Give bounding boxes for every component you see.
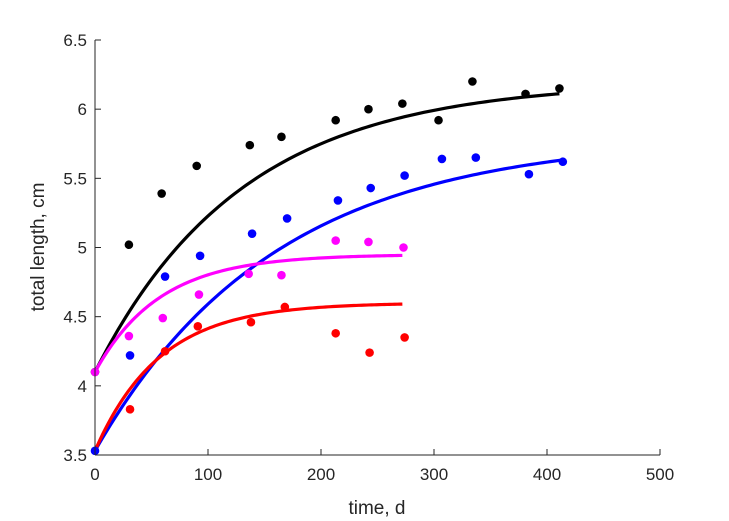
data-point	[244, 269, 253, 279]
data-point	[124, 331, 134, 341]
data-point	[280, 302, 290, 312]
data-point	[555, 84, 564, 93]
y-axis-label: total length, cm	[28, 183, 49, 312]
data-point	[194, 290, 204, 299]
data-point	[192, 161, 201, 171]
data-point	[331, 236, 340, 245]
y-tick-label: 6.5	[63, 31, 87, 50]
data-point	[331, 115, 340, 125]
data-point	[365, 348, 374, 357]
x-tick-marks	[94, 449, 661, 455]
fit-curve-1	[93, 158, 564, 452]
data-point	[366, 183, 376, 193]
y-tick-marks	[95, 39, 101, 456]
fit-curve-2	[93, 253, 403, 373]
data-points	[90, 77, 568, 456]
x-tick-label: 300	[420, 465, 448, 484]
y-tick-label: 4	[78, 377, 87, 396]
x-tick-label: 0	[90, 465, 99, 484]
data-point	[333, 196, 343, 205]
data-point	[246, 317, 256, 327]
fit-curve-0	[93, 92, 560, 373]
data-point	[364, 104, 373, 114]
data-point	[521, 89, 530, 99]
y-tick-label: 4.5	[63, 308, 87, 327]
data-point	[157, 189, 166, 198]
data-point	[398, 99, 407, 108]
data-point	[471, 153, 481, 162]
data-point	[193, 322, 203, 331]
data-point	[125, 405, 135, 414]
data-point	[399, 243, 408, 252]
data-point	[160, 272, 170, 281]
data-point	[468, 77, 477, 86]
data-point	[195, 251, 205, 261]
data-point	[245, 140, 255, 150]
y-tick-label: 5	[78, 239, 87, 258]
data-point	[277, 270, 286, 280]
data-point	[400, 171, 409, 180]
y-tick-label: 6	[78, 100, 87, 119]
data-point	[158, 313, 168, 323]
data-point	[124, 240, 134, 250]
x-tick-label: 500	[646, 465, 674, 484]
data-point	[331, 328, 340, 338]
data-point	[558, 157, 568, 167]
data-point	[437, 154, 447, 164]
data-point	[160, 346, 170, 356]
x-tick-label: 400	[533, 465, 561, 484]
data-point	[282, 214, 292, 223]
x-tick-label: 200	[307, 465, 335, 484]
data-point	[277, 132, 286, 142]
data-point	[400, 333, 409, 342]
fit-curves	[93, 92, 564, 452]
data-point	[524, 169, 534, 179]
data-point	[364, 237, 373, 247]
fit-curve-3	[93, 302, 403, 452]
data-point	[125, 351, 135, 360]
y-tick-label: 5.5	[63, 169, 87, 188]
y-tick-label: 3.5	[63, 446, 87, 465]
data-point	[434, 115, 443, 125]
data-point	[247, 229, 257, 238]
x-axis-label: time, d	[348, 498, 405, 519]
x-tick-label: 100	[194, 465, 222, 484]
